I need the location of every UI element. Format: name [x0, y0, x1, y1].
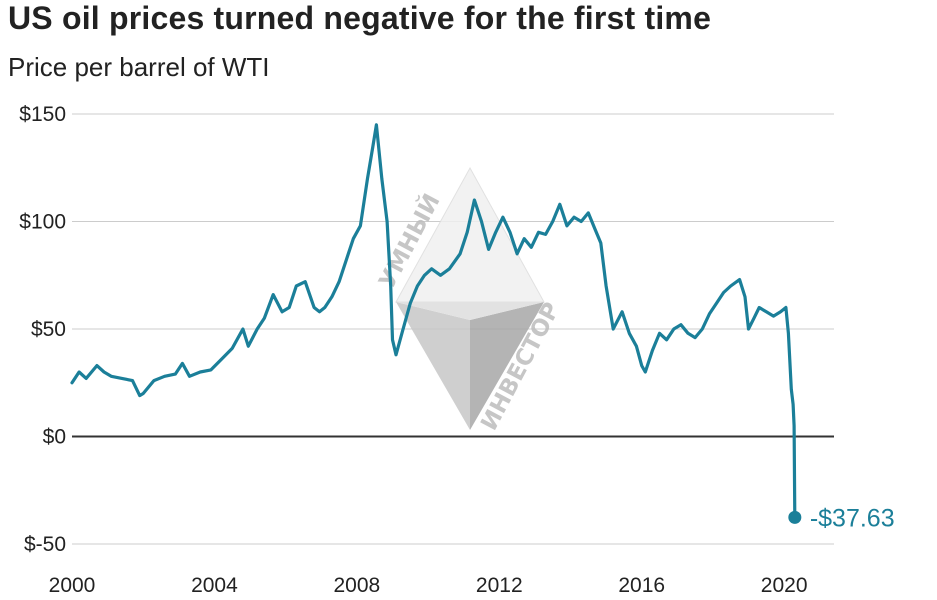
- x-tick-label: 2020: [761, 574, 808, 597]
- watermark-shard-mid: [396, 302, 544, 320]
- end-point-label: -$37.63: [810, 504, 895, 532]
- y-tick-label: $0: [43, 426, 66, 449]
- x-tick-label: 2000: [49, 574, 96, 597]
- wti-price-line: [70, 123, 797, 519]
- y-tick-label: $150: [19, 103, 66, 126]
- x-tick-label: 2016: [618, 574, 665, 597]
- axis-layer: $150 $100 $50 $0 $-50 2000 2004 2008 2012 2016 202…: [19, 103, 834, 597]
- y-tick-label: $50: [31, 318, 66, 341]
- y-tick-label: $100: [19, 211, 66, 234]
- watermark-logo: УМНЫЙ ИНВЕСТОР: [373, 166, 565, 435]
- chart-subtitle: Price per barrel of WTI: [8, 52, 270, 82]
- end-point-marker: [788, 510, 802, 524]
- series-layer: [70, 123, 797, 519]
- watermark-shard-bottom-left: [396, 302, 470, 430]
- y-tick-label: $-50: [24, 533, 66, 556]
- x-tick-label: 2012: [476, 574, 523, 597]
- chart-title: US oil prices turned negative for the fi…: [8, 0, 712, 36]
- watermark-shard-bottom-right: [470, 302, 544, 430]
- x-tick-label: 2008: [334, 574, 381, 597]
- x-tick-label: 2004: [191, 574, 238, 597]
- annotation-layer: -$37.63: [788, 504, 895, 532]
